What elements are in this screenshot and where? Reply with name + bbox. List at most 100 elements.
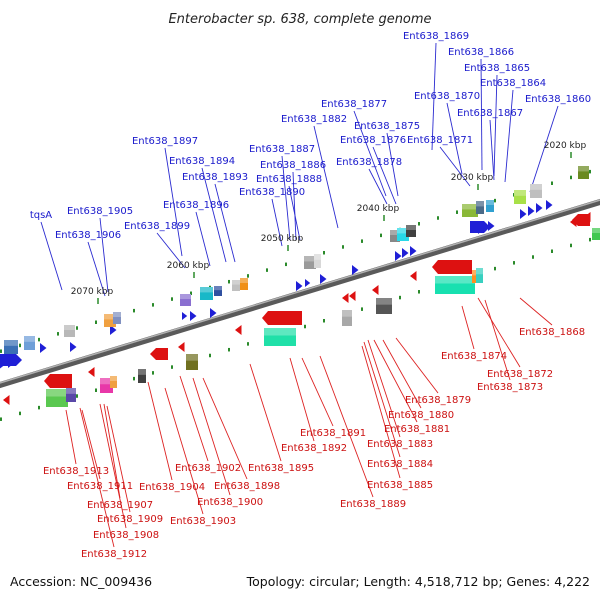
leader-top-0 <box>431 42 437 151</box>
forward-gene-arrow <box>410 246 417 256</box>
gene-label-top: Ent638_1887 <box>249 144 315 155</box>
gene-block-cyan-shine <box>200 287 213 293</box>
gene-label-top: Ent638_1865 <box>464 63 530 74</box>
gene-label-bottom: Ent638_1868 <box>519 327 585 338</box>
track-tick <box>361 239 363 243</box>
track-tick <box>342 245 344 249</box>
leader-bottom-15 <box>202 377 248 480</box>
topology-text: Topology: circular; Length: 4,518,712 bp… <box>246 574 590 589</box>
gene-block-green <box>46 389 68 407</box>
gene-block-blue-shine <box>4 340 18 346</box>
forward-gene-arrow <box>520 209 527 219</box>
leader-bottom-4 <box>395 337 439 394</box>
gene-block-indigo <box>66 388 76 402</box>
gene-label-bottom: Ent638_1907 <box>87 500 153 511</box>
gene-block-grey <box>390 230 400 242</box>
gene-block-olive <box>186 354 198 370</box>
gene-label-bottom: Ent638_1883 <box>367 439 433 450</box>
gene-block-grey <box>304 256 316 269</box>
gene-block-dark <box>376 298 392 314</box>
leader-bottom-19 <box>103 403 121 499</box>
forward-gene <box>470 221 490 233</box>
gene-block-dark <box>138 369 146 383</box>
leader-top-4 <box>529 105 559 193</box>
leader-bottom-17 <box>147 381 173 481</box>
track-tick <box>76 394 78 398</box>
gene-block-silver-shine <box>314 254 321 260</box>
gene-block-orange-shine <box>110 376 117 381</box>
gene-block-dark-shine <box>376 298 392 305</box>
gene-label-top: tqsA <box>30 210 52 221</box>
gene-block-violet-shine <box>180 294 191 299</box>
gene-block-cyan-shine <box>397 228 409 234</box>
gene-label-bottom: Ent638_1903 <box>170 516 236 527</box>
track-tick <box>437 216 439 220</box>
reverse-gene <box>262 311 302 325</box>
gene-block-teal-shine <box>476 268 483 275</box>
forward-gene-arrow <box>395 251 402 261</box>
accession-text: Accession: NC_009436 <box>10 574 152 589</box>
forward-gene-arrow <box>190 311 197 321</box>
leader-bottom-12 <box>179 375 209 462</box>
gene-block-grey-shine <box>342 310 352 317</box>
gene-block-grey-shine <box>232 280 240 285</box>
gene-block-orange <box>240 278 248 290</box>
leader-top-6 <box>489 119 495 181</box>
leader-top-9 <box>386 132 399 197</box>
track-tick <box>266 268 268 272</box>
leader-bottom-5 <box>382 339 422 409</box>
forward-gene-arrow <box>488 221 495 231</box>
forward-gene-arrow <box>546 200 553 210</box>
leader-bottom-18 <box>192 377 231 496</box>
track-tick <box>171 297 173 301</box>
gene-block-steel-shine <box>113 312 121 317</box>
gene-block-grey-shine <box>530 184 542 190</box>
gene-block-dark-shine <box>138 369 146 375</box>
leader-top-13 <box>281 155 291 241</box>
gene-block-green-shine <box>592 228 600 233</box>
gene-label-bottom: Ent638_1911 <box>67 481 133 492</box>
leader-top-3 <box>504 89 514 183</box>
genome-axis-highlight <box>0 199 600 384</box>
track-tick <box>494 266 496 271</box>
gene-label-bottom: Ent638_1913 <box>43 466 109 477</box>
gene-label-top: Ent638_1890 <box>239 187 305 198</box>
track-tick <box>399 295 401 300</box>
gene-label-bottom: Ent638_1904 <box>139 482 205 493</box>
gene-block-grey-shine <box>64 325 75 330</box>
scale-label: 2070 kbp <box>71 287 114 297</box>
track-tick <box>228 347 230 352</box>
gene-label-top: Ent638_1864 <box>480 78 546 89</box>
gene-label-top: Ent638_1882 <box>281 114 347 125</box>
scale-labels: 2020 kbp 2030 kbp 2040 kbp 2050 kbp 2060 kbp… <box>71 141 586 304</box>
gene-label-top: Ent638_1860 <box>525 94 591 105</box>
track-tick <box>171 365 173 369</box>
forward-gene-arrow <box>402 248 409 258</box>
track-tick <box>209 353 211 358</box>
forward-gene <box>0 354 22 366</box>
gene-block-olive <box>578 166 589 179</box>
gene-block-navy <box>214 286 222 296</box>
reverse-gene-arrow <box>349 291 356 301</box>
gene-block-grey <box>64 325 75 337</box>
track-tick <box>570 243 572 248</box>
gene-block-grey <box>530 184 542 198</box>
leader-top-24 <box>87 241 106 297</box>
leader-bottom-3 <box>484 299 511 381</box>
gene-block-green-shine <box>46 389 68 397</box>
leader-top-1 <box>480 58 483 171</box>
leader-bottom-22 <box>164 387 204 515</box>
forward-gene-arrow <box>70 342 77 352</box>
gene-block-lime <box>514 190 526 204</box>
track-tick <box>57 332 59 336</box>
leader-bottom-1 <box>461 305 475 350</box>
forward-gene-arrow <box>182 312 188 320</box>
track-tick <box>418 222 420 226</box>
track-tick <box>304 324 306 329</box>
gene-block-dark-shine <box>406 225 416 230</box>
leader-top-5 <box>446 102 463 175</box>
track-tick <box>380 233 382 238</box>
gene-label-bottom: Ent638_1891 <box>300 428 366 439</box>
gene-label-top: Ent638_1867 <box>457 108 523 119</box>
reverse-gene <box>44 374 72 388</box>
